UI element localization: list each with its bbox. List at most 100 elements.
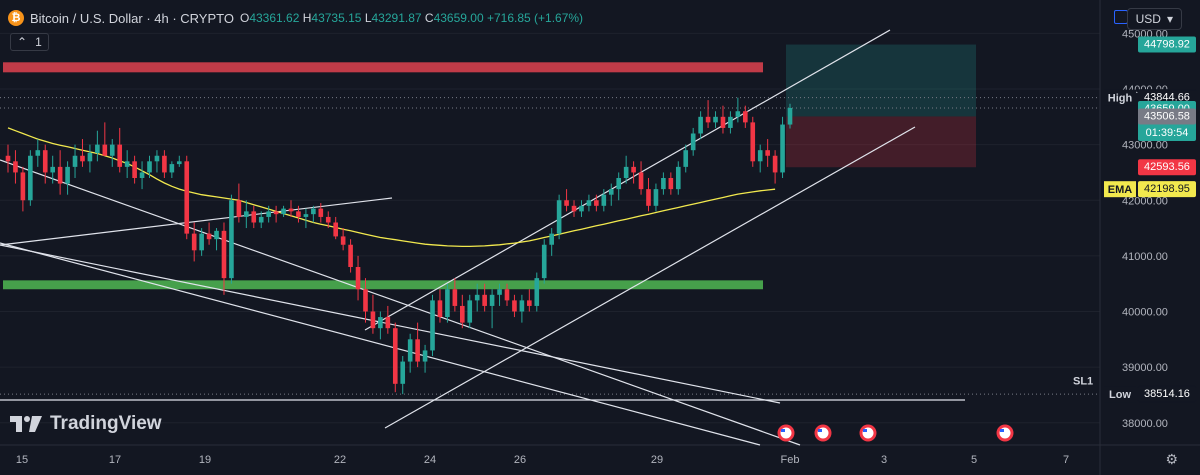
candle-body xyxy=(102,144,108,156)
candle-body xyxy=(80,155,85,162)
us-flag-canton xyxy=(863,429,867,432)
candle-body xyxy=(147,161,152,173)
sl1-annotation: SL1 xyxy=(1073,375,1093,387)
candle-body xyxy=(556,200,562,234)
x-tick-label: 17 xyxy=(109,454,121,466)
candle-body xyxy=(653,189,659,206)
candle-body xyxy=(579,205,584,212)
snapshot-icon[interactable] xyxy=(1114,10,1128,24)
price-tag-value: 01:39:54 xyxy=(1146,127,1189,139)
candle-body xyxy=(95,144,100,153)
bitcoin-icon: ₿ xyxy=(8,10,24,26)
trend-line xyxy=(0,197,393,246)
symbol-title[interactable]: Bitcoin / U.S. Dollar · 4h · CRYPTO xyxy=(30,10,234,26)
symbol-header[interactable]: ₿ Bitcoin / U.S. Dollar · 4h · CRYPTO O4… xyxy=(8,10,583,26)
candle-body xyxy=(750,122,756,162)
candle-body xyxy=(20,172,26,201)
chevron-up-icon: ⌃ xyxy=(17,35,28,49)
candle-body xyxy=(482,294,487,306)
low-value: 43291.87 xyxy=(371,11,422,25)
high-key: H xyxy=(302,11,312,25)
currency-label: USD xyxy=(1135,12,1161,26)
candle-body xyxy=(512,300,517,312)
candle-body xyxy=(743,111,748,123)
candle-body xyxy=(348,244,353,267)
candle-body xyxy=(675,166,681,190)
resistance-zone xyxy=(3,62,763,73)
candle-body xyxy=(176,161,182,165)
x-tick-label: 3 xyxy=(881,454,887,466)
price-tag-bg xyxy=(1138,159,1196,176)
x-tick-label: 29 xyxy=(651,454,663,466)
indicators-toggle[interactable]: ⌃ 1 xyxy=(10,33,49,51)
indicator-count: 1 xyxy=(35,35,42,49)
candle-body xyxy=(564,200,569,206)
candle-body xyxy=(281,208,286,215)
currency-selector[interactable]: USD ▾ xyxy=(1126,8,1182,30)
candle-body xyxy=(109,144,115,156)
candle-body xyxy=(363,289,368,312)
candle-body xyxy=(370,311,376,329)
candle-body xyxy=(690,133,696,151)
candle-body xyxy=(616,178,622,190)
trend-line xyxy=(384,126,916,429)
candle-body xyxy=(72,155,78,167)
price-tag-value: 42593.56 xyxy=(1144,161,1190,173)
x-tick-label: 7 xyxy=(1063,454,1069,466)
candle-body xyxy=(527,300,532,306)
candle-body xyxy=(437,300,443,318)
candle-body xyxy=(5,155,11,162)
candle-body xyxy=(586,200,592,206)
candle-body xyxy=(214,230,219,240)
candle-body xyxy=(154,155,160,162)
candle-body xyxy=(452,289,458,306)
candle-body xyxy=(392,328,398,384)
price-tag-value: 43844.66 xyxy=(1144,92,1190,104)
price-tag-value: 38514.16 xyxy=(1144,388,1190,400)
price-tag-key-bg xyxy=(1104,181,1136,198)
candle-body xyxy=(601,194,607,206)
price-tag-key: EMA xyxy=(1108,184,1133,196)
candle-body xyxy=(445,289,450,318)
us-flag-canton xyxy=(1000,429,1004,432)
candle-body xyxy=(638,172,644,190)
x-tick-label: 19 xyxy=(199,454,211,466)
candle-body xyxy=(288,208,294,212)
x-tick-label: Feb xyxy=(781,454,800,466)
candle-body xyxy=(787,107,793,125)
candle-body xyxy=(199,233,204,251)
price-tag-key: Low xyxy=(1109,389,1131,401)
candle-body xyxy=(459,305,465,323)
y-tick-label: 41000.00 xyxy=(1122,251,1168,263)
candle-body xyxy=(303,214,309,217)
us-flag-canton xyxy=(818,429,822,432)
candle-body xyxy=(191,233,197,251)
price-tag-bg xyxy=(1138,108,1196,125)
candle-body xyxy=(221,230,227,279)
candle-body xyxy=(504,289,510,301)
price-tag-value: 44798.92 xyxy=(1144,39,1190,51)
candle-body xyxy=(42,150,48,173)
settings-gear-icon[interactable]: ⚙ xyxy=(1165,451,1178,467)
candle-body xyxy=(169,164,175,173)
us-flag-canton xyxy=(781,429,785,432)
brand-name: TradingView xyxy=(50,413,162,434)
candle-body xyxy=(355,267,361,290)
candle-body xyxy=(683,150,689,167)
y-tick-label: 38000.00 xyxy=(1122,418,1168,430)
candle-body xyxy=(765,150,770,156)
price-tag-key-bg xyxy=(1104,89,1136,106)
candle-body xyxy=(646,189,651,206)
price-tag-bg xyxy=(1138,181,1196,198)
candle-body xyxy=(594,200,599,206)
tradingview-logo: TradingView xyxy=(10,413,162,435)
candle-body xyxy=(422,350,428,362)
low-key: L xyxy=(364,11,372,25)
candle-body xyxy=(430,300,435,351)
price-tag-value: 43506.58 xyxy=(1144,110,1190,122)
y-tick-label: 42000.00 xyxy=(1122,195,1168,207)
candle-body xyxy=(311,208,316,215)
candle-body xyxy=(378,317,383,329)
candle-body xyxy=(415,339,420,362)
